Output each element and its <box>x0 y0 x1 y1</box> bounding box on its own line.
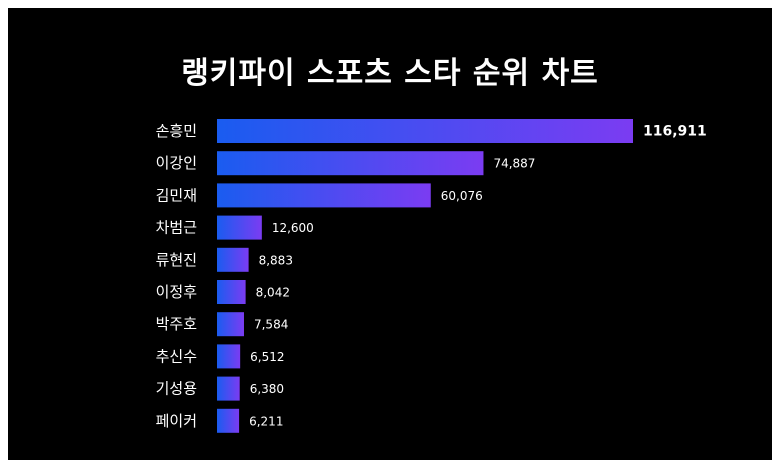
category-label: 박주호 <box>156 315 198 333</box>
bar-5 <box>217 247 249 272</box>
value-label: 6,211 <box>249 414 283 428</box>
value-label: 12,600 <box>272 221 314 235</box>
bars-layer <box>217 119 633 433</box>
value-label: 116,911 <box>643 124 707 140</box>
bar-9 <box>217 376 240 401</box>
category-label: 기성용 <box>156 380 197 398</box>
value-label: 60,076 <box>441 189 483 203</box>
bar-1 <box>217 119 633 143</box>
category-label: 페이커 <box>156 412 197 430</box>
value-label: 6,380 <box>250 382 284 396</box>
category-label: 이강인 <box>156 154 197 172</box>
bar-10 <box>217 408 240 433</box>
bar-4 <box>217 215 262 240</box>
value-label: 7,584 <box>254 318 288 332</box>
value-label: 74,887 <box>493 157 535 171</box>
bar-2 <box>217 151 484 176</box>
chart-background <box>8 8 772 460</box>
category-label: 차범근 <box>156 219 198 237</box>
category-label: 이정후 <box>156 283 198 301</box>
chart-title: 랭키파이 스포츠 스타 순위 차트 <box>181 56 599 91</box>
value-label: 6,512 <box>250 350 284 364</box>
bar-3 <box>217 183 431 208</box>
value-labels: 116,911 74,887 60,076 12,600 8,883 8,042 7,584… <box>249 124 707 429</box>
value-label: 8,883 <box>259 253 293 267</box>
category-label: 류현진 <box>156 251 197 269</box>
bar-7 <box>217 312 244 337</box>
category-label: 김민재 <box>156 186 197 204</box>
bar-8 <box>217 344 241 369</box>
bar-6 <box>217 280 246 304</box>
category-label: 추신수 <box>156 347 197 365</box>
category-label: 손흥민 <box>156 122 197 140</box>
value-label: 8,042 <box>256 286 290 300</box>
